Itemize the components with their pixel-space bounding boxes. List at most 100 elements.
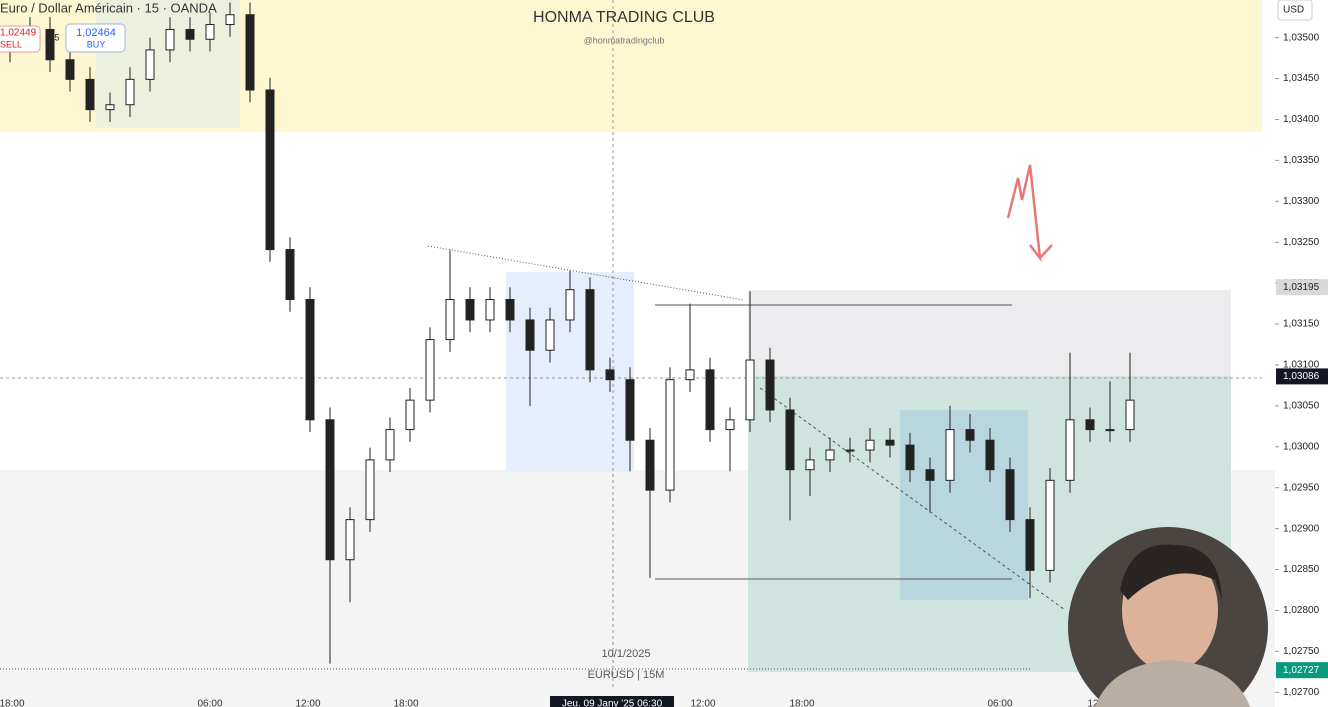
y-tick-label: 1,03150 — [1283, 319, 1320, 330]
y-tick-label: 1,02800 — [1283, 605, 1320, 616]
y-tick-label: 1,02950 — [1283, 482, 1320, 493]
y-tick-label: 1,03100 — [1283, 360, 1320, 371]
candle-body — [1005, 469, 1015, 521]
candle-body — [765, 359, 775, 411]
candle-body — [125, 78, 135, 106]
x-tick-label: 12:00 — [690, 699, 715, 707]
y-tick-label: 1,03500 — [1283, 32, 1320, 43]
candle-body — [625, 379, 635, 441]
date-annotation: 10/1/2025 — [602, 648, 651, 660]
buy-button[interactable] — [65, 23, 126, 53]
pair-annotation: EURUSD | 15M — [588, 669, 665, 681]
y-tick-label: 1,02850 — [1283, 564, 1320, 575]
candle-body — [85, 78, 95, 111]
price-label-bg — [1276, 279, 1328, 296]
x-tick-label: Jeu. 09 Janv '25 06:30 — [562, 699, 663, 707]
candle-body — [405, 399, 415, 431]
candle-body — [825, 449, 835, 461]
candle-body — [265, 89, 275, 251]
candle-body — [1025, 519, 1035, 571]
stop-box — [748, 290, 1231, 376]
candle-body — [585, 289, 595, 371]
candle-body — [1105, 429, 1115, 432]
candle-body — [1125, 399, 1135, 431]
candle-body — [385, 429, 395, 461]
candle-body — [605, 369, 615, 381]
candle-body — [445, 298, 455, 341]
candle-body — [1085, 419, 1095, 431]
candle-body — [165, 28, 175, 51]
x-tick-label: 12:00 — [295, 699, 320, 707]
candle-body — [705, 369, 715, 431]
candle-body — [345, 519, 355, 561]
currency-button[interactable] — [1277, 0, 1313, 21]
webcam-hair — [1120, 544, 1222, 600]
y-tick-label: 1,03050 — [1283, 401, 1320, 412]
x-tick-label: 06:00 — [987, 699, 1012, 707]
candle-body — [805, 459, 815, 471]
y-tick-label: 1,03000 — [1283, 441, 1320, 452]
sell-button[interactable] — [0, 25, 41, 53]
candle-body — [325, 419, 335, 561]
candle-body — [885, 439, 895, 446]
y-tick-label: 1,03350 — [1283, 155, 1320, 166]
x-tick-label: 06:00 — [197, 699, 222, 707]
candle-body — [985, 439, 995, 471]
spread: 1,5 — [47, 32, 60, 42]
time-highlight — [550, 696, 674, 707]
x-tick-label: 18:00 — [0, 699, 25, 707]
arrow-drawing — [1006, 164, 1053, 263]
candle-body — [905, 444, 915, 471]
candle-body — [505, 298, 515, 321]
candle-body — [745, 359, 755, 421]
candle-body — [685, 369, 695, 381]
candle-body — [645, 439, 655, 491]
candle-body — [145, 49, 155, 80]
candle-body — [525, 319, 535, 351]
candle-body — [305, 298, 315, 421]
candle-body — [785, 409, 795, 471]
diag-line — [759, 387, 1066, 611]
price-label: 1,03086 — [1283, 371, 1320, 382]
candle-body — [545, 319, 555, 351]
y-tick-label: 1,02700 — [1283, 687, 1320, 698]
webcam-shirt — [1095, 660, 1250, 707]
chart-title: HONMA TRADING CLUB — [533, 9, 715, 26]
price-label: 1,03195 — [1283, 282, 1320, 293]
candle-body — [945, 429, 955, 481]
y-tick-label: 1,02750 — [1283, 646, 1320, 657]
price-label-bg — [1276, 662, 1328, 679]
price-label-bg — [1276, 368, 1328, 385]
symbol: Euro / Dollar Américain · 15 · OANDA — [0, 0, 217, 15]
candle-body — [205, 24, 215, 40]
price-axis — [1275, 0, 1328, 707]
candle-body — [65, 59, 75, 80]
y-tick-label: 1,03400 — [1283, 114, 1320, 125]
currency: USD — [1283, 5, 1304, 16]
trend-line — [427, 245, 745, 301]
zone-box — [96, 0, 240, 128]
candle-body — [225, 14, 235, 26]
candle-body — [1045, 479, 1055, 571]
y-tick-label: 1,03250 — [1283, 237, 1320, 248]
candle-body — [845, 449, 855, 452]
x-tick-label: 18:00 — [789, 699, 814, 707]
candle-body — [245, 14, 255, 91]
candle-body — [285, 249, 295, 300]
buy-label: BUY — [87, 39, 106, 49]
candle-body — [925, 469, 935, 481]
sell-label: SELL — [0, 39, 22, 49]
candle-body — [1065, 419, 1075, 481]
candle-body — [965, 429, 975, 441]
candle-body — [485, 298, 495, 321]
candle-body — [725, 419, 735, 431]
candle-body — [425, 339, 435, 401]
candle-body — [105, 104, 115, 111]
candle-body — [865, 439, 875, 451]
candle-body — [365, 459, 375, 521]
candle-body — [465, 298, 475, 321]
x-tick-label: 18:00 — [393, 699, 418, 707]
y-tick-label: 1,03300 — [1283, 196, 1320, 207]
y-tick-label: 1,02900 — [1283, 523, 1320, 534]
